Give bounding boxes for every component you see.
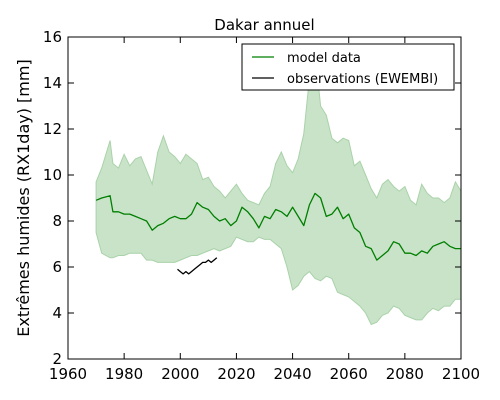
y-tick-label: 10 — [43, 166, 62, 184]
x-tick-label: 2040 — [273, 365, 311, 383]
y-axis-label: Extrêmes humides (RX1day) [mm] — [14, 59, 33, 336]
y-tick-label: 12 — [43, 120, 62, 138]
x-tick-label: 2000 — [161, 365, 199, 383]
chart-title: Dakar annuel — [214, 16, 314, 34]
y-tick-label: 8 — [52, 212, 62, 230]
observations-line — [178, 258, 217, 274]
x-tick-label: 2020 — [217, 365, 255, 383]
y-tick-label: 2 — [52, 350, 62, 368]
x-tick-label: 2080 — [386, 365, 424, 383]
x-tick-label: 2100 — [442, 365, 480, 383]
y-tick-label: 16 — [43, 28, 62, 46]
y-tick-label: 4 — [52, 304, 62, 322]
y-tick-label: 14 — [43, 74, 62, 92]
model-range-layer — [96, 51, 461, 325]
legend-label-observations: observations (EWEMBI) — [287, 72, 438, 87]
model-range-band — [96, 51, 461, 325]
x-tick-label: 2060 — [330, 365, 368, 383]
legend-label-model-data: model data — [287, 51, 361, 66]
y-tick-label: 6 — [52, 258, 62, 276]
legend: model data observations (EWEMBI) — [242, 44, 454, 90]
x-tick-label: 1980 — [105, 365, 143, 383]
